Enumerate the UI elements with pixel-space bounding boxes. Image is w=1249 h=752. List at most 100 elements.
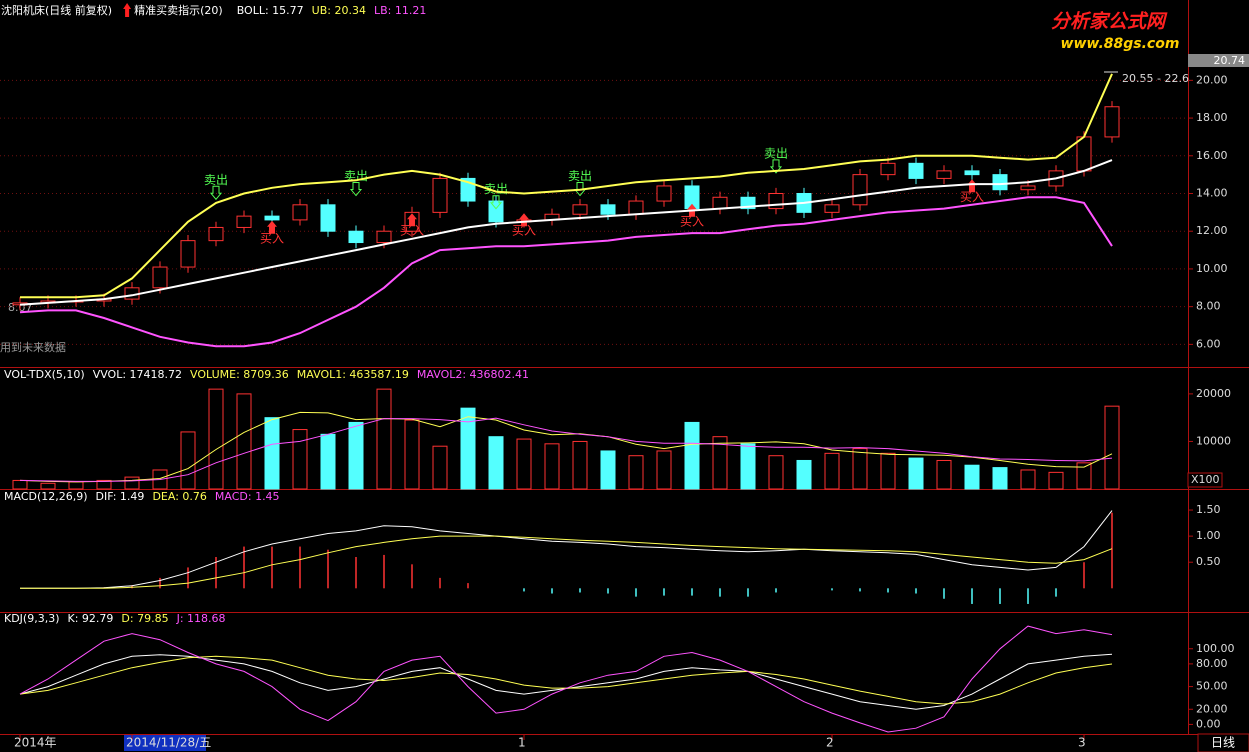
signal-label: 买入: [260, 231, 284, 245]
x-tick-label: 2014/11/28/五: [126, 736, 211, 750]
candle-body: [488, 200, 504, 223]
volume-bar: [628, 455, 644, 490]
series-line: [20, 510, 1113, 589]
period-box: [1197, 733, 1249, 752]
signal-arrow: [267, 220, 277, 234]
y-tick-label: 18.00: [1196, 111, 1228, 124]
unit-label: X100: [1191, 473, 1220, 486]
signal-label: 卖出: [204, 173, 228, 187]
volume-bar: [208, 388, 224, 490]
volume-bar: [1020, 469, 1036, 490]
series-line: [19, 417, 1113, 482]
signal-label: 买入: [512, 224, 536, 238]
volume-bar: [432, 445, 448, 490]
y-tick-label: 1.00: [1196, 529, 1221, 542]
legend-item: DEA: 0.76: [152, 490, 206, 503]
volume-bar: [964, 464, 980, 490]
candle-body: [908, 162, 924, 179]
series-line: [19, 196, 1113, 348]
candle-body: [628, 200, 644, 215]
candle-body: [208, 226, 224, 242]
signal-label: 买入: [680, 214, 704, 228]
x-tick-label: 2014年: [14, 736, 57, 750]
signal-label: 买入: [400, 224, 424, 238]
signal-label: 卖出: [764, 146, 788, 160]
y-tick-label: 20.00: [1196, 702, 1228, 715]
candle-body: [152, 266, 168, 289]
volume-bar: [740, 443, 756, 490]
series-line: [20, 73, 1113, 299]
y-tick-label: 12.00: [1196, 224, 1228, 237]
x-tick-label: 1: [518, 736, 526, 750]
volume-bar: [852, 448, 868, 490]
volume-bar: [96, 479, 112, 490]
legend-item: UB: 20.34: [312, 4, 366, 17]
candle-body: [740, 196, 756, 210]
signal-arrow: [489, 195, 503, 210]
signal-arrow: [123, 3, 132, 17]
volume-bar: [908, 457, 924, 490]
signal-arrow: [407, 213, 417, 227]
volume-bar: [880, 452, 896, 490]
volume-bar: [1076, 462, 1092, 490]
y-tick-label: 0.00: [1196, 717, 1221, 730]
volume-bar: [320, 433, 336, 490]
candle-body: [712, 196, 728, 210]
y-tick-label: 80.00: [1196, 657, 1228, 670]
legend-item: BOLL: 15.77: [237, 4, 304, 17]
candle-body: [600, 204, 616, 215]
legend-item: DIF: 1.49: [96, 490, 145, 503]
price-range: 20.55 - 22.6: [1122, 72, 1189, 85]
y-tick-label: 14.00: [1196, 187, 1228, 200]
series-line: [20, 535, 1113, 589]
period-label: 日线: [1211, 736, 1235, 750]
series-line: [19, 625, 1113, 733]
volume-bar: [768, 455, 784, 490]
y-tick-label: 10.00: [1196, 262, 1228, 275]
volume-bar: [180, 431, 196, 490]
volume-bar: [348, 421, 364, 490]
volume-bar: [124, 476, 140, 490]
series-line: [19, 159, 1113, 306]
legend-item: D: 79.85: [121, 612, 168, 625]
unit-box: [1187, 472, 1223, 488]
candle-body: [1076, 136, 1092, 172]
candle-body: [320, 204, 336, 232]
candle-body: [964, 170, 980, 176]
candle-body: [656, 185, 672, 202]
y-tick-label: 20000: [1196, 387, 1231, 400]
candle-body: [1020, 185, 1036, 191]
signal-arrow: [349, 182, 363, 197]
legend-item: VVOL: 17418.72: [93, 368, 182, 381]
candle-body: [572, 204, 588, 215]
y-tick-label: 100.00: [1196, 642, 1235, 655]
signal-label: 买入: [960, 190, 984, 204]
signal-arrow: [209, 185, 223, 201]
x-tick-label: 3: [1078, 736, 1086, 750]
legend-item: J: 118.68: [176, 612, 226, 625]
volume-bar: [656, 450, 672, 490]
volume-bar: [292, 429, 308, 490]
selected-date-box: [124, 735, 206, 751]
x-tick-label: 2: [826, 736, 834, 750]
volume-bar: [12, 479, 28, 490]
volume-bar: [68, 481, 84, 490]
legend-item: VOLUME: 8709.36: [190, 368, 289, 381]
signal-label: 卖出: [568, 169, 592, 183]
y-tick-label: 50.00: [1196, 680, 1228, 693]
volume-bar: [236, 393, 252, 490]
volume-bar: [544, 443, 560, 490]
price-box-label: 20.74: [1214, 54, 1246, 67]
legend-item: VOL-TDX(5,10): [4, 368, 85, 381]
chart-title: 沈阳机床(日线 前复权): [1, 3, 112, 17]
candle-body: [348, 230, 364, 244]
legend-item: K: 92.79: [68, 612, 114, 625]
y-tick-label: 16.00: [1196, 149, 1228, 162]
candle-body: [768, 193, 784, 210]
candle-body: [432, 177, 448, 213]
volume-bar: [600, 450, 616, 490]
y-tick-label: 8.00: [1196, 300, 1221, 313]
